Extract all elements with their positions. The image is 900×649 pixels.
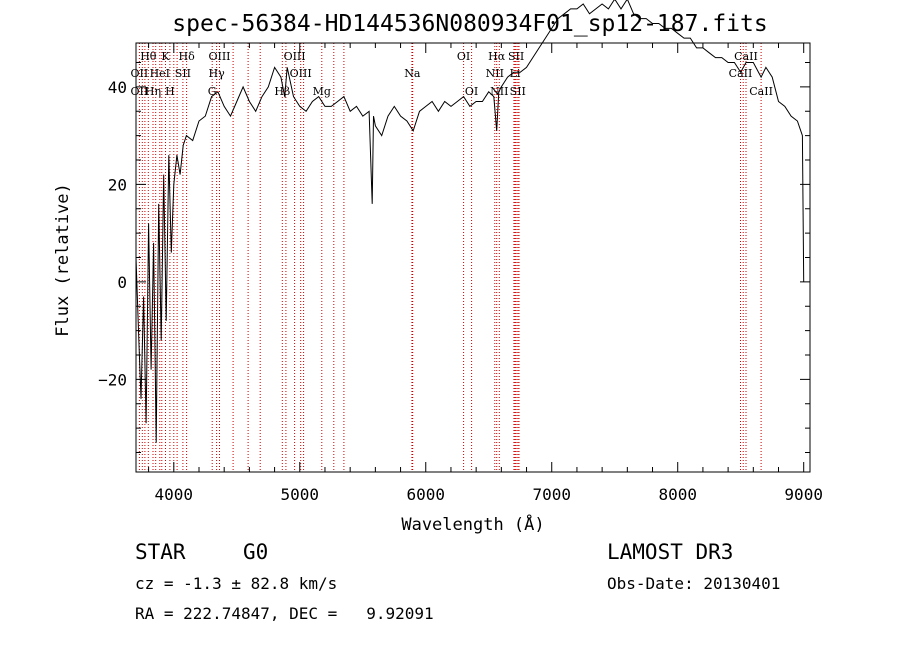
x-tick-label: 7000 bbox=[532, 485, 571, 504]
line-label-10: Hγ bbox=[209, 67, 226, 80]
coordinates-text: RA = 222.74847, DEC = 9.92091 bbox=[135, 604, 434, 623]
x-tick-label: 4000 bbox=[155, 485, 194, 504]
spectral-subclass: G0 bbox=[243, 540, 268, 564]
y-axis-label: Flux (relative) bbox=[53, 183, 73, 337]
plot-frame bbox=[135, 42, 811, 473]
line-label-14: OIII bbox=[290, 67, 312, 80]
survey-name: LAMOST DR3 bbox=[607, 540, 733, 564]
x-tick-label: 5000 bbox=[281, 485, 320, 504]
line-label-4: HeI bbox=[150, 67, 170, 80]
line-label-22: Li bbox=[510, 67, 521, 80]
spectral-line-markers bbox=[138, 43, 762, 472]
line-label-17: OI bbox=[457, 50, 470, 63]
line-label-6: SII bbox=[175, 67, 191, 80]
object-class: STAR bbox=[135, 540, 186, 564]
spectrum-line bbox=[135, 0, 805, 443]
line-label-8: H bbox=[165, 85, 175, 98]
line-label-11: G bbox=[208, 85, 217, 98]
y-tick-label: 0 bbox=[117, 273, 127, 292]
line-label-3: K bbox=[161, 50, 170, 63]
axis-ticks: 4000 5000 6000 7000 8000 9000 −20 0 20 40 bbox=[98, 43, 823, 504]
y-tick-label: 40 bbox=[108, 78, 127, 97]
line-label-1: OII bbox=[131, 67, 149, 80]
line-label-27: CaII bbox=[749, 85, 773, 98]
line-label-9: OIII bbox=[208, 50, 230, 63]
y-tick-label: −20 bbox=[98, 370, 127, 389]
x-axis-label: Wavelength (Å) bbox=[401, 513, 544, 535]
line-label-16: Na bbox=[404, 67, 421, 80]
line-label-24: SII bbox=[510, 85, 526, 98]
line-label-21: NII bbox=[486, 67, 504, 80]
y-tick-label: 20 bbox=[108, 175, 127, 194]
line-label-18: OI bbox=[465, 85, 478, 98]
line-label-13: OIII bbox=[284, 50, 306, 63]
x-tick-label: 6000 bbox=[406, 485, 445, 504]
line-label-12: Hβ bbox=[274, 85, 290, 98]
line-label-0: Hθ bbox=[140, 50, 157, 63]
line-label-26: CaII bbox=[729, 67, 753, 80]
chart-title: spec-56384-HD144536N080934F01_sp12-187.f… bbox=[172, 11, 767, 37]
line-label-20: SII bbox=[508, 50, 524, 63]
x-tick-label: 9000 bbox=[784, 485, 823, 504]
line-label-7: Hδ bbox=[178, 50, 195, 63]
line-label-19: Hα bbox=[488, 50, 506, 63]
obs-date: Obs-Date: 20130401 bbox=[607, 574, 780, 593]
line-label-5: Hη bbox=[145, 85, 161, 98]
x-tick-label: 8000 bbox=[658, 485, 697, 504]
line-label-15: Mg bbox=[313, 85, 331, 98]
redshift-text: cz = -1.3 ± 82.8 km/s bbox=[135, 574, 337, 593]
line-label-2: OII bbox=[131, 85, 149, 98]
line-label-25: CaII bbox=[734, 50, 758, 63]
